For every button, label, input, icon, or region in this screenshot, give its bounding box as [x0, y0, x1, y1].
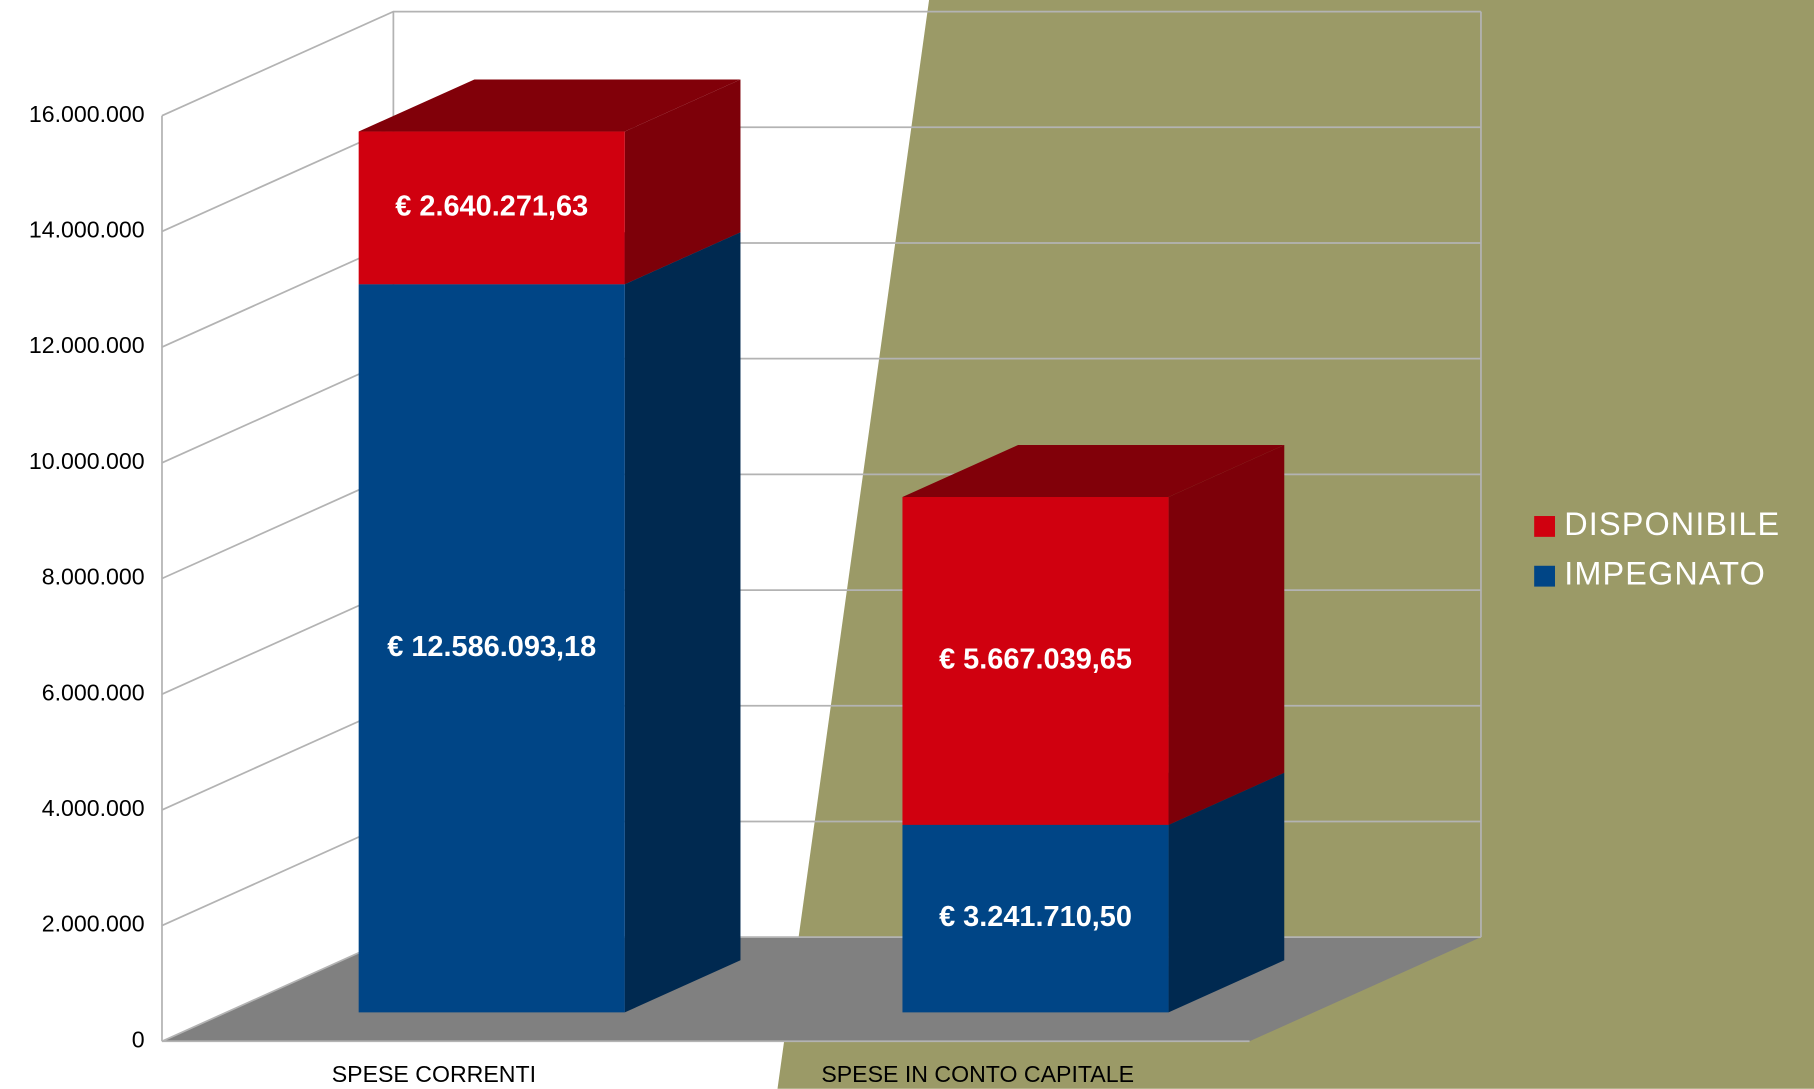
bar: [902, 497, 1169, 825]
y-tick-label: 10.000.000: [29, 448, 145, 474]
bar-side: [624, 232, 741, 1013]
bar-top: [358, 79, 741, 132]
data-label: € 5.667.039,65: [939, 644, 1132, 676]
y-tick-label: 4.000.000: [42, 795, 145, 821]
bar-side: [1168, 444, 1285, 825]
legend-swatch: [1534, 516, 1556, 537]
bar-side: [624, 79, 741, 285]
data-label: € 2.640.271,63: [395, 191, 588, 223]
grid-line: [161, 10, 1481, 117]
y-tick-label: 14.000.000: [29, 217, 145, 243]
bar-side: [1168, 772, 1285, 1013]
legend-label: DISPONIBILE: [1564, 506, 1780, 542]
data-label: € 3.241.710,50: [939, 901, 1132, 933]
bar-top: [902, 444, 1285, 498]
bar: [358, 131, 625, 285]
y-tick-label: 2.000.000: [42, 911, 145, 937]
legend-swatch: [1534, 565, 1556, 587]
y-tick-label: 16.000.000: [29, 101, 145, 127]
bar: [358, 284, 625, 1013]
x-tick-label: SPESE CORRENTI: [332, 1061, 536, 1087]
legend-label: IMPEGNATO: [1564, 556, 1766, 592]
y-tick-label: 12.000.000: [29, 332, 145, 358]
data-label: € 12.586.093,18: [387, 631, 596, 663]
y-tick-label: 6.000.000: [42, 679, 145, 705]
bar: [902, 824, 1169, 1013]
y-tick-label: 0: [132, 1026, 145, 1052]
x-tick-label: SPESE IN CONTO CAPITALE: [821, 1061, 1134, 1087]
y-tick-label: 8.000.000: [42, 564, 145, 590]
